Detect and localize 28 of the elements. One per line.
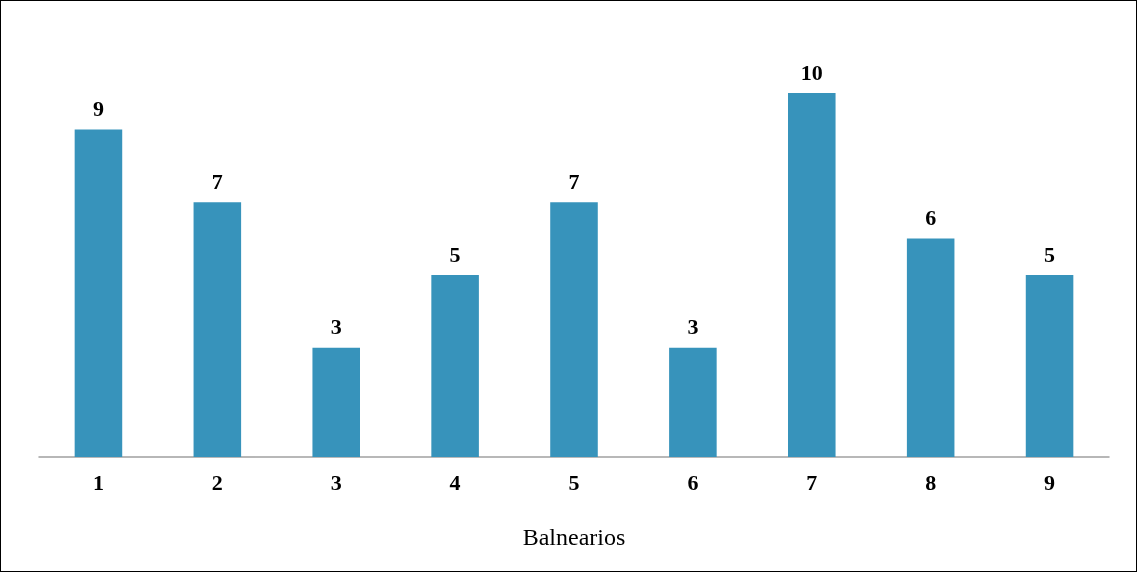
data-label: 7: [568, 168, 580, 194]
x-axis-title: Balnearios: [522, 524, 626, 550]
x-tick-label: 7: [806, 469, 818, 495]
bar: [193, 202, 242, 457]
data-label: 6: [925, 205, 937, 231]
bar: [550, 202, 598, 457]
x-tick-label: 2: [211, 469, 223, 495]
data-label: 7: [211, 168, 223, 194]
bar: [1025, 275, 1074, 457]
bar: [788, 93, 836, 457]
bar: [431, 275, 479, 457]
data-label: 3: [687, 314, 699, 340]
data-label: 5: [449, 241, 461, 267]
bar: [312, 347, 360, 457]
x-tick-label: 9: [1044, 469, 1056, 495]
x-tick-label: 6: [687, 469, 699, 495]
bar: [74, 129, 123, 457]
x-tick-label: 4: [449, 469, 461, 495]
x-tick-label: 3: [330, 469, 342, 495]
bar: [669, 347, 717, 457]
data-label: 5: [1044, 241, 1056, 267]
data-label: 10: [800, 59, 823, 85]
data-label: 9: [92, 95, 104, 121]
x-tick-label: 5: [568, 469, 580, 495]
bar: [906, 238, 955, 457]
data-label: 3: [330, 314, 342, 340]
x-tick-label: 1: [92, 469, 104, 495]
x-tick-label: 8: [925, 469, 937, 495]
